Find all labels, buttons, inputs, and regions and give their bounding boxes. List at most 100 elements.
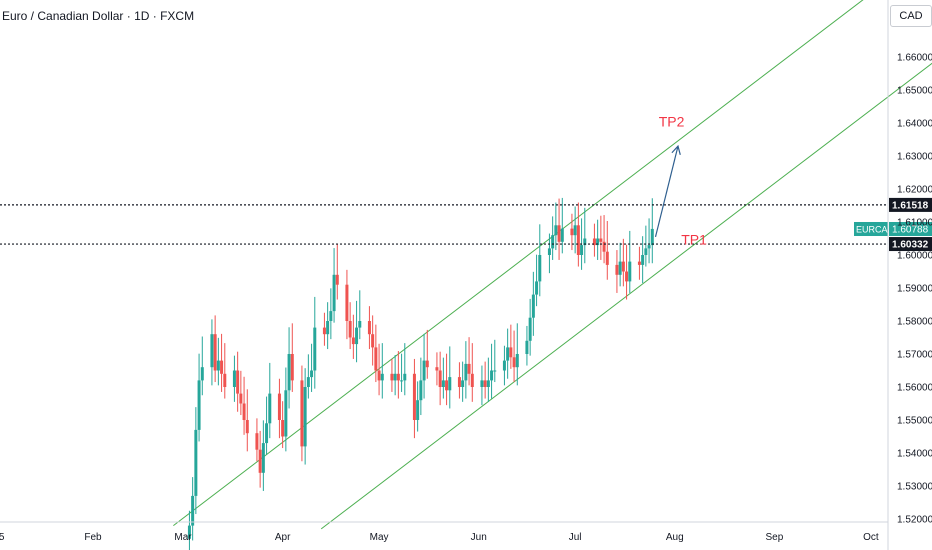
current-price-label: 1.60788 (892, 224, 929, 235)
candle-body (560, 228, 564, 242)
candle-body (531, 294, 535, 318)
candle-body (438, 370, 442, 387)
candle-body (490, 370, 494, 381)
candle-body (512, 357, 516, 368)
candle-body (535, 281, 539, 295)
candle-body (210, 334, 214, 368)
candle-body (502, 360, 506, 371)
candle-body (396, 373, 400, 381)
candle-body (390, 373, 394, 381)
candle-body (380, 373, 384, 381)
candle-body (236, 370, 240, 394)
time-tick-label: Oct (863, 532, 879, 543)
candle-body (329, 311, 333, 321)
candle-body (650, 228, 654, 246)
candle-body (621, 261, 625, 272)
candle-body (628, 261, 632, 282)
time-tick-label: Feb (84, 532, 102, 543)
price-tick-label: 1.63000 (897, 152, 932, 163)
candle-body (232, 370, 236, 387)
candle-body (239, 393, 243, 404)
candle-body (245, 420, 249, 434)
candle-body (213, 334, 217, 371)
candle-body (306, 377, 310, 387)
candle-body (355, 327, 359, 345)
candle-body (592, 238, 596, 246)
time-tick-label: Aug (666, 532, 684, 543)
candle-body (480, 380, 484, 387)
time-tick-label: Sep (766, 532, 784, 543)
candle-body (493, 370, 497, 372)
price-tick-label: 1.61000 (897, 218, 932, 229)
candle-body (223, 373, 227, 387)
candle-body (290, 354, 294, 381)
candle-body (419, 380, 423, 401)
price-tick-label: 1.65000 (897, 86, 932, 97)
candle-body (618, 261, 622, 275)
candle-body (351, 337, 355, 345)
price-tick-label: 1.57000 (897, 350, 932, 361)
channel-line-lower (320, 62, 932, 530)
candle-body (313, 327, 317, 371)
candle-body (573, 225, 577, 236)
time-tick-label: Jul (569, 532, 582, 543)
candle-body (287, 354, 291, 391)
currency-selector[interactable]: CAD (890, 5, 932, 27)
candle-body (528, 317, 532, 341)
level-label-bg (889, 197, 932, 212)
time-tick-label: 2025 (0, 532, 5, 543)
price-tick-label: 1.62000 (897, 185, 932, 196)
candle-body (310, 370, 314, 378)
candle-body (464, 363, 468, 381)
candle-body (265, 423, 269, 444)
candle-body (335, 274, 339, 285)
candle-body (261, 443, 265, 473)
candle-body (416, 400, 420, 420)
candle-body (461, 380, 465, 387)
candle-body (412, 373, 416, 420)
candle-body (467, 363, 471, 374)
candle-body (403, 373, 407, 381)
candle-body (625, 271, 629, 282)
candle-body (547, 248, 551, 255)
candle-body (220, 360, 224, 374)
candle-body (570, 228, 574, 236)
time-tick-label: Apr (275, 532, 291, 543)
candle-body (637, 261, 641, 265)
candle-body (441, 380, 445, 387)
candle-body (554, 225, 558, 236)
candle-body (268, 393, 272, 424)
price-tick-label: 1.52000 (897, 515, 932, 526)
candle-body (300, 380, 304, 447)
time-tick-label: Jun (471, 532, 487, 543)
time-tick-label: May (370, 532, 389, 543)
candle-body (644, 248, 648, 255)
candle-body (277, 393, 281, 420)
candle-body (470, 373, 474, 387)
level-label: 1.61518 (892, 200, 929, 211)
candle-body (580, 245, 584, 255)
candle-body (525, 340, 529, 354)
symbol-title: Euro / Canadian Dollar · 1D · FXCM (2, 9, 195, 23)
candle-body (422, 360, 426, 381)
level-label-bg (889, 237, 932, 252)
time-tick-label: Mar (174, 532, 192, 543)
candle-body (348, 321, 352, 338)
candle-body (303, 387, 307, 447)
level-label: 1.60332 (892, 240, 929, 251)
annotation-tp2: TP2 (659, 113, 685, 129)
candle-body (486, 380, 490, 387)
candle-body (242, 403, 246, 420)
candle-body (538, 255, 542, 282)
candle-body (326, 321, 330, 335)
candle-body (258, 449, 262, 473)
candle-body (641, 255, 645, 265)
channel-line-upper (173, 0, 864, 526)
candle-body (281, 420, 285, 437)
candle-body (435, 367, 439, 371)
candle-body (425, 360, 429, 368)
candle-body (393, 373, 397, 381)
candle-body (216, 360, 220, 371)
price-tick-label: 1.60000 (897, 251, 932, 262)
